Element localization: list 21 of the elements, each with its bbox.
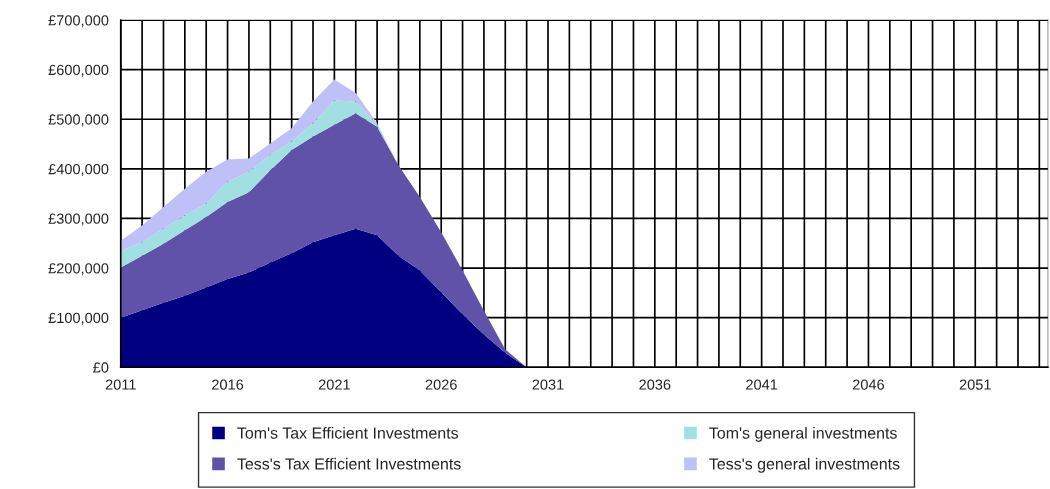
x-tick-label: 2046	[852, 379, 885, 390]
y-tick-label: £700,000	[48, 15, 109, 28]
y-tick-label: £100,000	[48, 312, 109, 325]
x-tick-label: 2041	[746, 379, 778, 390]
x-tick-label: 2011	[105, 379, 136, 390]
x-tick-label: 2051	[959, 379, 991, 390]
x-tick-label: 2026	[425, 379, 457, 390]
x-tick-label: 2036	[639, 379, 671, 390]
legend-label: Tom's Tax Efficient Investments	[237, 427, 459, 439]
legend-label: Tess's general investments	[709, 457, 900, 473]
y-tick-label: £300,000	[48, 213, 109, 226]
x-tick-label: 2016	[212, 379, 244, 390]
x-tick-label: 2021	[318, 379, 350, 390]
y-tick-label: £0	[93, 362, 109, 373]
legend-label: Tess's Tax Efficient Investments	[237, 457, 461, 470]
y-tick-label: £600,000	[48, 64, 109, 77]
x-tick-label: 2031	[532, 379, 564, 390]
legend-label: Tom's general investments	[709, 427, 897, 442]
y-tick-label: £500,000	[48, 114, 109, 127]
y-tick-label: £400,000	[48, 163, 109, 176]
y-tick-label: £200,000	[48, 263, 109, 276]
